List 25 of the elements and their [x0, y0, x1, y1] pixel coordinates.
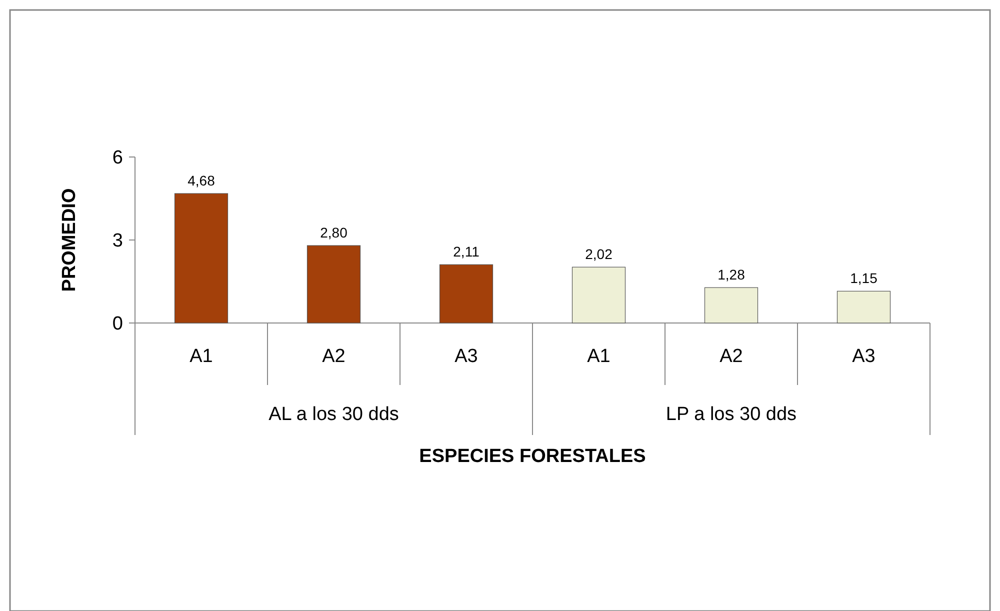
x-tick-label: A1 — [190, 346, 213, 367]
x-axis-title: ESPECIES FORESTALES — [419, 446, 646, 467]
data-label: 2,02 — [585, 246, 613, 262]
x-tick-label: A3 — [454, 346, 478, 367]
bar — [439, 264, 494, 324]
data-label: 2,11 — [453, 244, 480, 260]
data-label: 1,15 — [850, 270, 878, 286]
x-tick-label: A2 — [720, 346, 743, 367]
bar — [572, 266, 626, 324]
bar — [704, 287, 758, 324]
y-tick-label: 6 — [112, 148, 123, 169]
data-label: 4,68 — [188, 172, 216, 189]
bar — [174, 193, 228, 324]
x-tick-label: A3 — [852, 346, 876, 367]
bar — [306, 245, 361, 324]
y-tick-label: 3 — [112, 230, 123, 252]
y-tick-label: 0 — [112, 314, 123, 335]
x-tick-label: A2 — [322, 346, 346, 367]
data-label: 2,80 — [320, 224, 348, 241]
y-axis-title: PROMEDIO — [59, 188, 80, 292]
text: LP a los 30 dds — [666, 404, 797, 425]
x-tick-label: A1 — [587, 346, 610, 367]
text: AL a los 30 dds — [268, 404, 399, 425]
bar — [836, 290, 891, 324]
data-label: 1,28 — [718, 266, 746, 283]
